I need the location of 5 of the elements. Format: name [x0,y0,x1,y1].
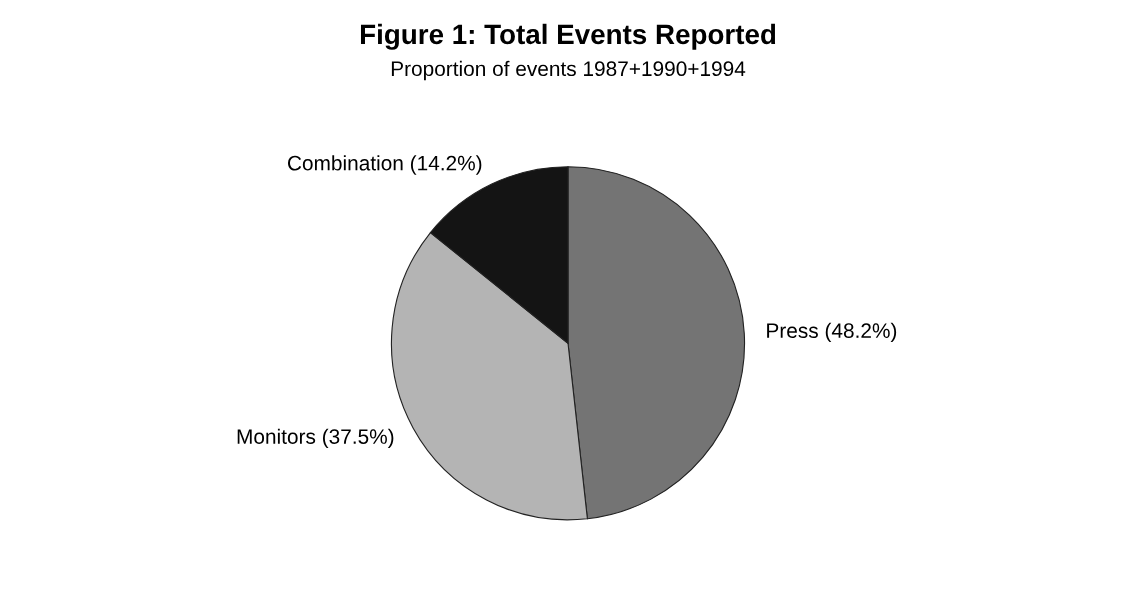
slice-label: Combination (14.2%) [287,155,482,175]
slice-label: Monitors (37.5%) [237,428,394,449]
chart-title: Figure 1: Total Events Reported [360,23,776,50]
chart-subtitle: Proportion of events 1987+1990+1994 [391,60,746,81]
slice-label: Press (48.2%) [767,322,897,343]
